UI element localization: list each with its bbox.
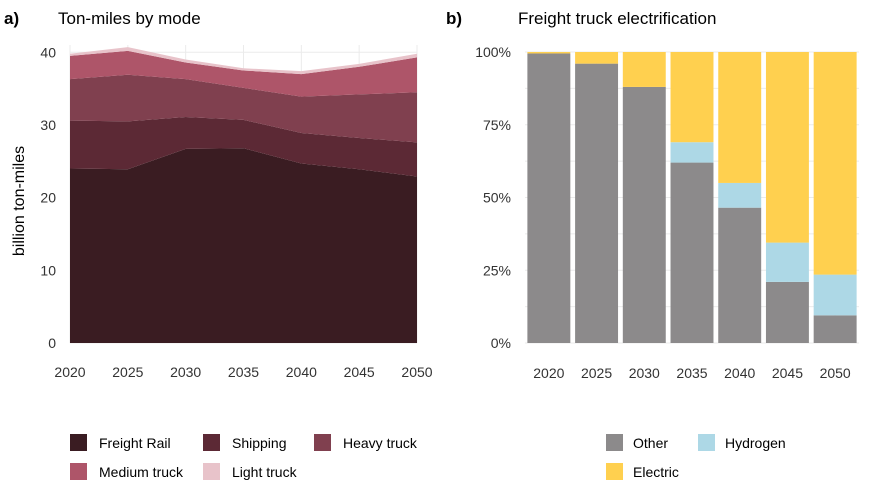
legend-swatch-medium-truck [70, 463, 87, 480]
panel-b-label: b) [446, 9, 462, 28]
panel-b-ytick-label: 75% [483, 117, 511, 133]
panel-b-xtick-label: 2035 [676, 365, 707, 381]
panel-a-title: Ton-miles by mode [58, 9, 201, 28]
legend-swatch-hydrogen [698, 434, 715, 451]
legend-label-other: Other [633, 435, 668, 451]
bar-other-2020 [527, 53, 571, 344]
legend-swatch-freight-rail [70, 434, 87, 451]
area-series-medium-truck [70, 50, 417, 97]
bar-hydrogen-2035 [670, 142, 714, 163]
legend-label-electric: Electric [633, 464, 679, 480]
panel-b-ytick-label: 0% [491, 335, 511, 351]
bar-other-2035 [670, 162, 714, 343]
bar-other-2025 [575, 63, 619, 343]
panel-a-xtick-label: 2040 [286, 364, 317, 380]
area-series-heavy-truck [70, 74, 417, 143]
bar-electric-2050 [813, 52, 857, 275]
panel-b-xtick-label: 2045 [772, 365, 803, 381]
panel-b-xtick-label: 2020 [533, 365, 564, 381]
legend-swatch-other [606, 434, 623, 451]
legend-swatch-shipping [203, 434, 220, 451]
bar-electric-2045 [765, 52, 809, 243]
bar-electric-2025 [575, 52, 619, 64]
panel-a-xtick-label: 2045 [344, 364, 375, 380]
panel-b-plot: 0% 25% 50% 75% 100% 2020 2025 2030 2035 2040 2045 2… [475, 44, 859, 480]
bar-electric-2035 [670, 52, 714, 143]
legend-label-shipping: Shipping [232, 435, 287, 451]
panel-a-ytick-label: 10 [40, 262, 56, 278]
bar-other-2040 [718, 207, 762, 343]
area-series-shipping [70, 116, 417, 177]
panel-a-label: a) [4, 9, 19, 28]
panel-b-title: Freight truck electrification [518, 9, 716, 28]
panel-a-ytick-label: 0 [48, 335, 56, 351]
bar-hydrogen-2040 [718, 182, 762, 208]
bar-hydrogen-2050 [813, 274, 857, 316]
panel-a-xtick-label: 2030 [170, 364, 201, 380]
area-series-freight-rail [70, 148, 417, 343]
legend-label-hydrogen: Hydrogen [725, 435, 786, 451]
panel-b-xtick-label: 2025 [581, 365, 612, 381]
panel-a-ytick-label: 30 [40, 117, 56, 133]
legend-swatch-electric [606, 463, 623, 480]
bar-hydrogen-2045 [765, 242, 809, 282]
bar-electric-2020 [527, 52, 571, 54]
legend-swatch-heavy-truck [314, 434, 331, 451]
bar-electric-2030 [622, 52, 666, 87]
bar-electric-2040 [718, 52, 762, 183]
legend-label-heavy-truck: Heavy truck [343, 435, 418, 451]
panel-b-xtick-label: 2040 [724, 365, 755, 381]
panel-b-xtick-label: 2030 [629, 365, 660, 381]
panel-b-xtick-label: 2050 [820, 365, 851, 381]
panel-a-xtick-label: 2035 [228, 364, 259, 380]
bar-other-2030 [622, 86, 666, 344]
panel-b-ytick-label: 100% [475, 44, 511, 60]
legend-swatch-light-truck [203, 463, 220, 480]
bar-other-2045 [765, 281, 809, 343]
panel-a-xtick-label: 2025 [112, 364, 143, 380]
panel-b-ytick-label: 50% [483, 190, 511, 206]
bar-other-2050 [813, 315, 857, 343]
panel-a-xtick-label: 2050 [401, 364, 432, 380]
legend-label-freight-rail: Freight Rail [99, 435, 171, 451]
panel-a-ytick-label: 20 [40, 190, 56, 206]
panel-a-xtick-label: 2020 [54, 364, 85, 380]
panel-a-ytick-label: 40 [40, 44, 56, 60]
panel-a-ylabel: billion ton-miles [11, 146, 28, 256]
panel-b-ytick-label: 25% [483, 262, 511, 278]
area-series-light-truck [70, 47, 417, 75]
legend-label-medium-truck: Medium truck [99, 464, 184, 480]
legend-label-light-truck: Light truck [232, 464, 298, 480]
